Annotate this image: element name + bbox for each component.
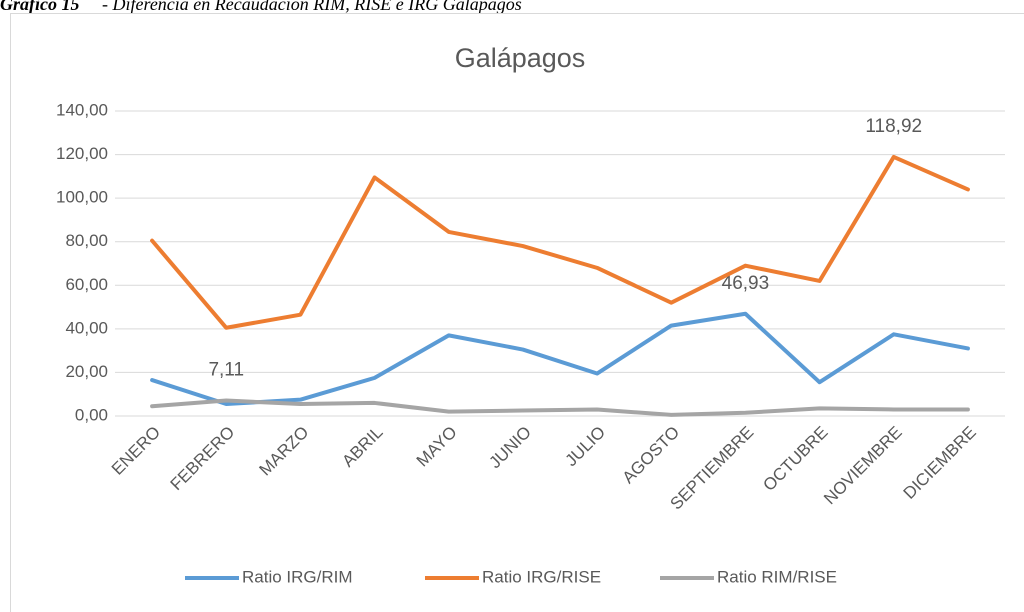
- data-label: 118,92: [865, 116, 922, 137]
- x-tick-label: MAYO: [413, 423, 461, 471]
- x-tick-label: MARZO: [256, 423, 313, 480]
- x-tick-label: FEBRERO: [167, 423, 239, 495]
- y-tick-label: 40,00: [65, 318, 108, 337]
- chart-title: Galápagos: [455, 43, 586, 73]
- data-label: 7,11: [208, 360, 244, 381]
- x-tick-label: ABRIL: [338, 423, 386, 471]
- caption-label: Gráfico 15: [0, 0, 80, 14]
- legend-label: Ratio IRG/RISE: [482, 567, 601, 586]
- x-tick-label: OCTUBRE: [759, 423, 831, 495]
- x-tick-label: NOVIEMBRE: [820, 423, 906, 509]
- x-tick-label: AGOSTO: [619, 423, 684, 488]
- caption-text: - Diferencia en Recaudación RIM, RISE e …: [102, 0, 522, 14]
- legend-label: Ratio IRG/RIM: [242, 567, 353, 586]
- y-tick-label: 140,00: [56, 100, 108, 119]
- x-tick-label: JUNIO: [485, 423, 534, 472]
- data-label: 46,93: [722, 273, 770, 294]
- y-tick-label: 100,00: [56, 188, 108, 207]
- x-tick-label: JULIO: [562, 423, 610, 471]
- y-tick-label: 20,00: [65, 362, 108, 381]
- x-tick-label: DICIEMBRE: [900, 423, 980, 503]
- legend-label: Ratio RIM/RISE: [717, 567, 837, 586]
- series-line: [150, 154, 970, 330]
- y-tick-label: 120,00: [56, 144, 108, 163]
- y-tick-label: 0,00: [75, 405, 108, 424]
- series-line: [150, 311, 970, 407]
- series-line: [150, 398, 970, 417]
- chart-border: [10, 13, 1024, 612]
- x-tick-label: ENERO: [108, 423, 164, 479]
- y-tick-label: 60,00: [65, 275, 108, 294]
- y-tick-label: 80,00: [65, 231, 108, 250]
